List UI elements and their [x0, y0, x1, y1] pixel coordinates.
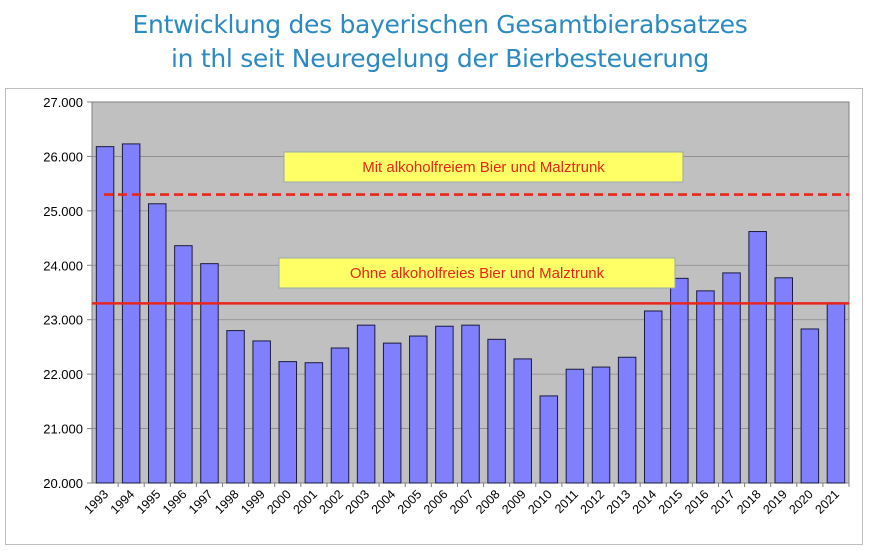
y-tick-label: 21.000 — [43, 422, 83, 437]
y-tick-label: 24.000 — [43, 258, 83, 273]
bar-1994 — [121, 143, 141, 484]
bar-2004 — [382, 342, 402, 484]
y-tick-label: 22.000 — [43, 367, 83, 382]
bar-1997 — [200, 263, 219, 484]
bar-2010 — [539, 395, 559, 484]
bar-2009 — [513, 358, 532, 484]
y-tick-label: 25.000 — [43, 204, 83, 219]
bar-2000 — [278, 361, 298, 484]
bar-2014 — [643, 310, 663, 484]
bar-1998 — [226, 330, 245, 484]
bar-2018 — [748, 231, 767, 484]
bar-2016 — [696, 290, 715, 484]
bar-1999 — [252, 340, 271, 484]
bar-2019 — [774, 277, 793, 484]
bar-2021 — [826, 302, 846, 484]
bar-2013 — [617, 356, 637, 484]
bar-2006 — [435, 325, 454, 484]
reference-label-box — [283, 151, 684, 183]
chart-title-line-2: in thl seit Neuregelung der Bierbesteuer… — [171, 44, 709, 73]
reference-label: Mit alkoholfreiem Bier und Malztrunk — [362, 159, 605, 176]
bar-2003 — [356, 324, 376, 484]
bar-2012 — [591, 366, 611, 484]
bar-1996 — [174, 245, 193, 484]
bar-2005 — [409, 335, 428, 484]
bar-2015 — [670, 277, 689, 484]
bar-2011 — [565, 368, 585, 484]
reference-label-box — [278, 257, 676, 289]
y-tick-label: 23.000 — [43, 313, 83, 328]
bar-1993 — [95, 146, 115, 484]
bar-2002 — [330, 347, 350, 484]
bar-1995 — [148, 203, 167, 484]
y-tick-label: 20.000 — [43, 476, 83, 491]
bar-2017 — [722, 272, 741, 484]
bar-2001 — [304, 362, 324, 484]
bar-2008 — [487, 338, 506, 484]
bar-2020 — [800, 328, 820, 484]
y-tick-label: 26.000 — [43, 149, 83, 164]
reference-label: Ohne alkoholfreies Bier und Malztrunk — [350, 265, 605, 282]
chart-title: Entwicklung des bayerischen Gesamtbierab… — [0, 8, 880, 76]
chart-title-line-1: Entwicklung des bayerischen Gesamtbierab… — [132, 10, 748, 39]
bar-2007 — [461, 324, 480, 484]
y-tick-label: 27.000 — [43, 95, 83, 110]
